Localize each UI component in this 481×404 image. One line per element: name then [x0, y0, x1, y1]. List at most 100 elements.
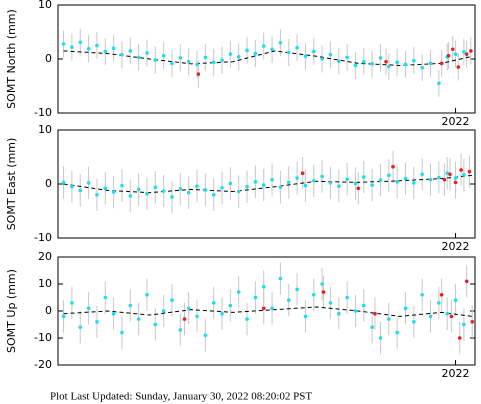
data-point [370, 62, 374, 66]
data-point [220, 58, 224, 62]
data-point [453, 176, 458, 180]
data-point [437, 301, 441, 305]
data-point [378, 336, 383, 340]
y-tick-label: 20 [38, 250, 52, 263]
data-point [437, 81, 441, 86]
data-point [437, 175, 441, 180]
data-point [462, 322, 466, 327]
data-point [403, 62, 408, 67]
data-point [286, 50, 291, 55]
data-point [278, 276, 283, 281]
data-point [445, 171, 450, 175]
data-point [320, 282, 324, 286]
data-point [303, 314, 308, 319]
data-point [161, 189, 166, 193]
y-tick-label: -10 [34, 231, 52, 244]
data-point [412, 58, 416, 63]
data-point [345, 55, 349, 60]
data-point [462, 50, 466, 54]
data-point [261, 284, 266, 289]
data-point [295, 176, 299, 180]
data-point [153, 58, 158, 62]
data-point [103, 49, 108, 54]
data-point [462, 173, 466, 177]
footer: Plot Last Updated: Sunday, January 30, 2… [50, 391, 312, 403]
data-point [464, 52, 469, 56]
data-point [78, 40, 83, 45]
y-tick-label: 0 [45, 177, 52, 190]
data-point [428, 61, 433, 66]
data-point [245, 48, 249, 53]
data-point [211, 193, 216, 197]
y-axis-label: SOMT Up (mm) [5, 269, 18, 353]
data-point [391, 164, 395, 169]
data-point [320, 174, 324, 179]
data-point [459, 168, 463, 172]
data-point [261, 44, 266, 48]
data-point [278, 41, 283, 45]
data-point [378, 178, 383, 183]
data-point [236, 290, 241, 294]
data-point [103, 186, 108, 191]
data-point [145, 191, 149, 196]
data-point [345, 177, 349, 181]
data-point [469, 49, 473, 53]
data-point [170, 61, 174, 66]
data-point [464, 279, 469, 284]
data-point [61, 42, 66, 46]
data-point [70, 45, 74, 49]
data-point [161, 309, 166, 313]
data-point [170, 195, 174, 199]
data-point [387, 173, 391, 178]
y-tick-label: -10 [34, 106, 52, 119]
data-point [203, 55, 208, 60]
x-tick-label: 2022 [442, 115, 470, 128]
data-point [228, 303, 233, 308]
data-point [467, 169, 472, 174]
data-point [145, 51, 149, 55]
data-point [170, 298, 174, 303]
data-point [295, 45, 299, 50]
data-point [439, 61, 444, 66]
data-point [70, 184, 74, 189]
data-point [136, 317, 141, 321]
data-point [178, 328, 183, 332]
data-point [136, 55, 141, 60]
data-point [420, 293, 424, 297]
data-point [196, 72, 201, 76]
data-point [253, 180, 258, 184]
data-point [453, 180, 458, 185]
data-point [61, 180, 66, 185]
data-point [311, 49, 316, 54]
data-point [78, 188, 83, 193]
data-point [236, 55, 241, 59]
data-point [303, 54, 308, 59]
data-point [270, 306, 274, 311]
y-tick-label: 0 [45, 52, 52, 65]
data-point [95, 320, 99, 324]
data-point [220, 185, 224, 190]
data-point [356, 186, 361, 191]
data-point [153, 322, 158, 327]
data-point [70, 301, 74, 305]
data-point [373, 311, 377, 316]
trend-line [63, 306, 473, 317]
y-tick-label: -20 [34, 358, 52, 371]
data-point [120, 183, 124, 188]
data-point [270, 47, 274, 52]
data-point [395, 180, 399, 184]
data-point [128, 49, 133, 53]
data-point [86, 306, 91, 311]
data-point [345, 295, 349, 300]
data-point [128, 194, 133, 198]
data-point [253, 295, 258, 300]
data-point [384, 59, 388, 64]
data-point [362, 303, 366, 308]
data-point [86, 46, 91, 51]
data-point [428, 314, 433, 319]
data-point [311, 178, 316, 183]
data-point [442, 177, 447, 182]
data-point [86, 181, 91, 185]
data-point [320, 57, 324, 61]
